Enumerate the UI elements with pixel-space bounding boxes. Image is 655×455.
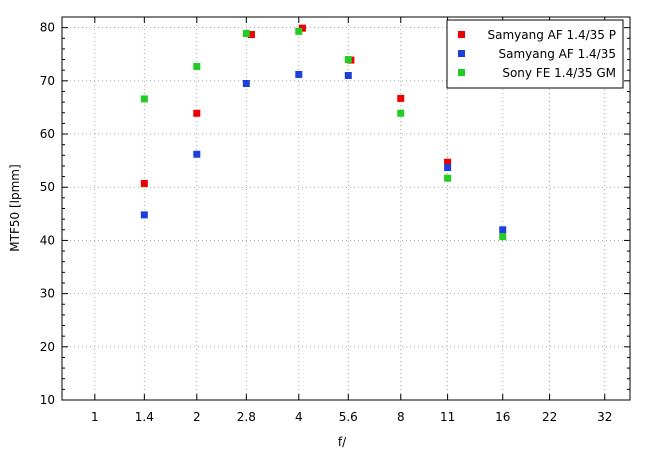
data-point bbox=[140, 179, 148, 187]
grid bbox=[62, 17, 630, 400]
data-point bbox=[193, 62, 201, 70]
data-point bbox=[397, 94, 405, 102]
data-point bbox=[242, 29, 250, 37]
data-point bbox=[298, 24, 306, 32]
x-tick-label: 8 bbox=[397, 410, 405, 424]
data-points bbox=[140, 24, 507, 241]
data-point bbox=[444, 164, 452, 172]
data-point bbox=[444, 158, 452, 166]
series-2 bbox=[140, 70, 507, 234]
data-point bbox=[444, 174, 452, 182]
data-point bbox=[193, 150, 201, 158]
x-tick-label: 1 bbox=[91, 410, 99, 424]
y-tick-label: 50 bbox=[40, 180, 55, 194]
y-axis: 10 20 30 40 50 60 70 80 bbox=[40, 21, 630, 407]
legend-label: Samyang AF 1.4/35 P bbox=[487, 28, 616, 42]
y-tick-label: 80 bbox=[40, 21, 55, 35]
legend-label: Samyang AF 1.4/35 bbox=[499, 47, 616, 61]
data-point bbox=[242, 79, 250, 87]
y-tick-label: 40 bbox=[40, 233, 55, 247]
data-point bbox=[140, 95, 148, 103]
x-tick-label: 11 bbox=[440, 410, 455, 424]
data-point bbox=[499, 226, 507, 234]
series-1 bbox=[140, 24, 452, 187]
x-tick-label: 2 bbox=[193, 410, 201, 424]
x-tick-label: 4 bbox=[295, 410, 303, 424]
data-point bbox=[344, 72, 352, 80]
legend-box bbox=[446, 19, 624, 89]
x-axis-title: f/ bbox=[338, 435, 347, 449]
y-tick-label: 70 bbox=[40, 74, 55, 88]
x-tick-label: 1.4 bbox=[135, 410, 154, 424]
x-tick-label: 16 bbox=[495, 410, 510, 424]
y-axis-title: MTF50 [lpmm] bbox=[8, 164, 22, 251]
x-tick-label: 5.6 bbox=[339, 410, 358, 424]
series-3 bbox=[140, 27, 507, 241]
legend-label: Sony FE 1.4/35 GM bbox=[502, 66, 616, 80]
x-tick-label: 2.8 bbox=[237, 410, 256, 424]
x-tick-label: 32 bbox=[597, 410, 612, 424]
y-tick-label: 20 bbox=[40, 340, 55, 354]
data-point bbox=[295, 27, 303, 35]
y-tick-label: 60 bbox=[40, 127, 55, 141]
data-point bbox=[499, 233, 507, 241]
data-point bbox=[344, 56, 352, 64]
data-point bbox=[295, 70, 303, 78]
x-axis: 1 1.4 2 2.8 4 5.6 8 11 16 22 32 bbox=[91, 17, 612, 424]
legend: Samyang AF 1.4/35 P Samyang AF 1.4/35 Sony… bbox=[446, 19, 624, 89]
data-point bbox=[397, 109, 405, 117]
legend-swatch bbox=[458, 50, 465, 57]
y-tick-label: 10 bbox=[40, 393, 55, 407]
data-point bbox=[193, 109, 201, 117]
x-tick-label: 22 bbox=[542, 410, 557, 424]
legend-swatch bbox=[458, 31, 465, 38]
legend-swatch bbox=[458, 69, 465, 76]
y-tick-label: 30 bbox=[40, 287, 55, 301]
data-point bbox=[140, 211, 148, 219]
data-point bbox=[247, 31, 255, 39]
